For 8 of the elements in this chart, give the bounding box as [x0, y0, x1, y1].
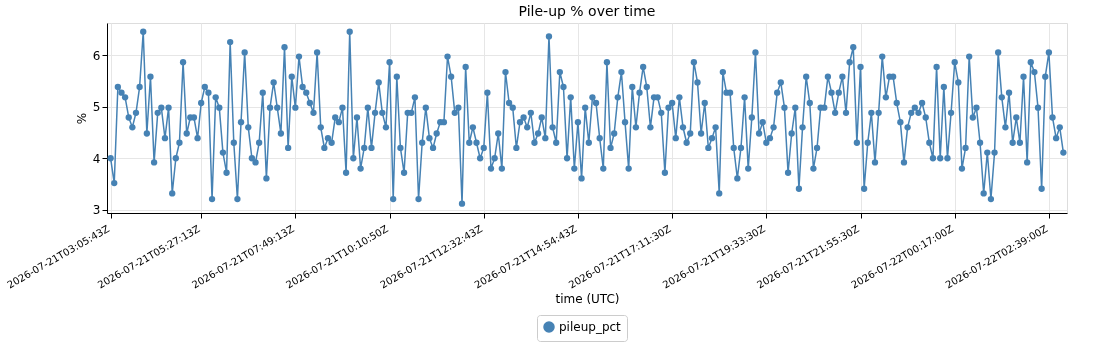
y-tick-label: 5 [92, 100, 101, 115]
chart-title: Pile-up % over time [518, 3, 656, 19]
y-tick-label: 4 [92, 151, 101, 166]
y-axis-title: % [74, 112, 89, 125]
x-axis-title: time (UTC) [555, 292, 620, 307]
y-tick-label: 3 [92, 203, 101, 218]
legend-label: pileup_pct [559, 320, 622, 334]
y-tick-label: 6 [92, 48, 101, 63]
